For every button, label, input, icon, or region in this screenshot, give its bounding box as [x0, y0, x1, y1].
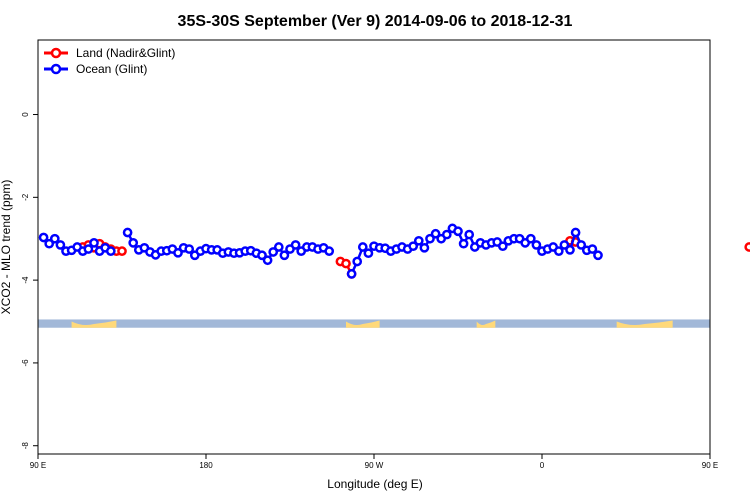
ocean-point: [268, 247, 279, 257]
x-tick-label: 90 E: [702, 461, 718, 470]
land-point: [117, 246, 127, 256]
legend-land-label: Land (Nadir&Glint): [76, 46, 175, 60]
x-tick-label: 90 E: [30, 461, 46, 470]
y-tick-label: -8: [21, 442, 30, 450]
ocean-point: [464, 229, 475, 240]
legend-ocean-label: Ocean (Glint): [76, 62, 147, 76]
ocean-point: [44, 238, 55, 249]
ocean-point: [83, 244, 94, 254]
ocean-point: [89, 238, 99, 248]
ocean-point: [173, 247, 183, 258]
ocean-point: [184, 244, 195, 254]
legend: Land (Nadir&Glint) Ocean (Glint): [44, 46, 175, 76]
map-land-1: [346, 320, 380, 328]
x-tick-label: 90 W: [365, 461, 384, 470]
land-point: [744, 242, 750, 252]
ocean-point: [352, 256, 363, 267]
y-tick-label: -2: [21, 193, 30, 201]
ocean-point: [458, 238, 469, 249]
ocean-point: [363, 248, 374, 259]
series-layer: [38, 223, 750, 279]
ocean-point: [128, 238, 139, 248]
ocean-point: [531, 240, 542, 250]
map-land-2: [476, 320, 496, 328]
ocean-point: [497, 241, 508, 252]
ocean-point: [413, 235, 424, 246]
land-point: [341, 258, 351, 269]
x-tick-label: 0: [540, 461, 545, 470]
y-axis: 0 -2 -4 -6 -8: [21, 112, 38, 450]
ocean-point: [441, 229, 452, 240]
ocean-point: [122, 227, 133, 238]
legend-ocean-marker: [50, 63, 62, 75]
map-land-3: [616, 320, 673, 328]
ocean-point: [290, 240, 301, 250]
legend-land-marker: [50, 47, 62, 59]
chart-title: 35S-30S September (Ver 9) 2014-09-06 to …: [178, 13, 573, 30]
ocean-point: [453, 226, 463, 237]
ocean-point: [257, 250, 267, 261]
ocean-point: [425, 233, 435, 244]
ocean-point: [55, 240, 66, 250]
world-map-strip: [38, 319, 710, 328]
ocean-point: [587, 244, 598, 254]
ocean-point: [593, 250, 603, 261]
y-axis-label: XCO2 - MLO trend (ppm): [0, 180, 13, 315]
ocean-point: [576, 240, 587, 250]
y-tick-label: -6: [21, 359, 30, 367]
ocean-point: [525, 233, 536, 244]
ocean-point: [324, 246, 335, 256]
ocean-point: [279, 250, 290, 261]
ocean-point: [559, 240, 570, 250]
y-tick-label: -4: [21, 276, 30, 284]
ocean-point: [262, 255, 273, 266]
x-tick-label: 180: [199, 461, 213, 470]
ocean-point: [408, 241, 419, 252]
map-land-0: [71, 320, 117, 328]
ocean-point: [38, 232, 49, 243]
ocean-point: [565, 245, 575, 255]
ocean-point: [346, 269, 357, 279]
ocean-point: [553, 246, 564, 256]
ocean-point: [357, 242, 368, 252]
series-ocean: [38, 223, 603, 279]
ocean-point: [49, 233, 60, 244]
ocean-point: [430, 228, 441, 239]
ocean-point: [273, 242, 284, 252]
ocean-point: [419, 242, 430, 253]
y-tick-label: 0: [21, 112, 30, 117]
x-axis: 90 E 180 90 W 0 90 E: [30, 454, 718, 470]
ocean-point: [105, 246, 116, 256]
x-axis-label: Longitude (deg E): [327, 477, 422, 491]
ocean-point: [570, 227, 581, 238]
